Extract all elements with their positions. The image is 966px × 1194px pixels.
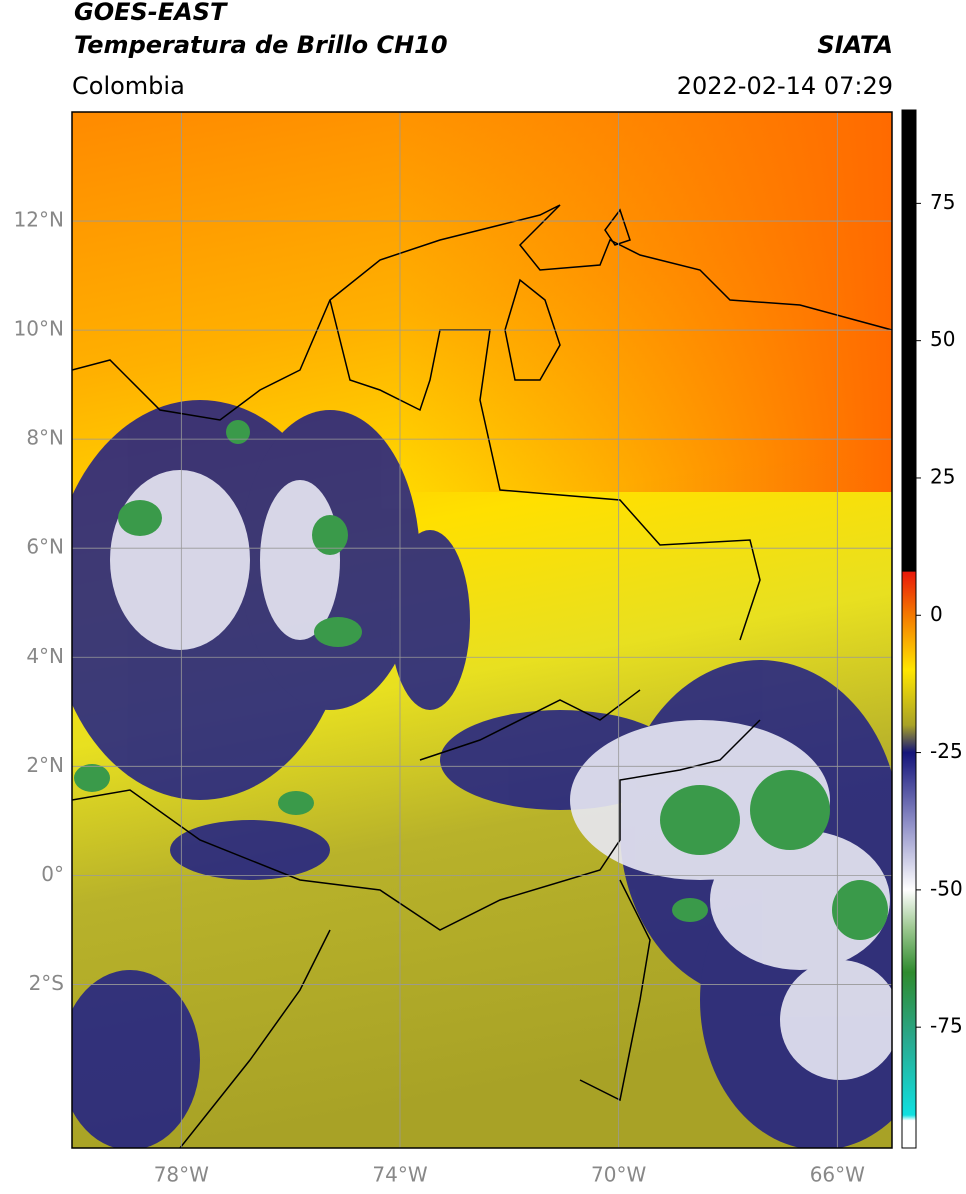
- grid: [72, 112, 892, 1148]
- datetime: 2022-02-14 07:29: [677, 72, 893, 100]
- colorbar-tick-label: -50: [930, 876, 963, 900]
- x-tick-label: 78°W: [154, 1163, 209, 1187]
- y-tick-label: 4°N: [26, 644, 64, 668]
- colorbar-tick-label: 25: [930, 464, 955, 488]
- x-tick-label: 74°W: [372, 1163, 427, 1187]
- region: Colombia: [72, 72, 185, 100]
- y-tick-label: 2°N: [26, 753, 64, 777]
- colorbar-tick-label: 50: [930, 327, 955, 351]
- y-tick-label: 0°: [41, 862, 64, 886]
- map-frame: [71, 111, 893, 1149]
- colorbar-tick-label: 75: [930, 190, 955, 214]
- colorbar-tick-label: -75: [930, 1014, 963, 1038]
- source: SIATA: [817, 31, 893, 59]
- x-tick-label: 66°W: [810, 1163, 865, 1187]
- imagery: [72, 112, 892, 1148]
- subtitle: Temperatura de Brillo CH10: [74, 31, 448, 59]
- y-tick-label: 10°N: [14, 317, 64, 341]
- y-tick-label: 12°N: [14, 208, 64, 232]
- title: GOES-EAST: [74, 0, 228, 26]
- y-tick-label: 8°N: [26, 426, 64, 450]
- y-tick-label: 6°N: [26, 535, 64, 559]
- colorbar-tick-label: 0: [930, 602, 943, 626]
- x-tick-label: 70°W: [591, 1163, 646, 1187]
- y-tick-label: 2°S: [29, 971, 64, 995]
- colorbar-tick-label: -25: [930, 739, 963, 763]
- colorbar: 75 50 25 0 -25 -50 -75: [901, 109, 963, 1149]
- colorbar-fill: [901, 109, 917, 1149]
